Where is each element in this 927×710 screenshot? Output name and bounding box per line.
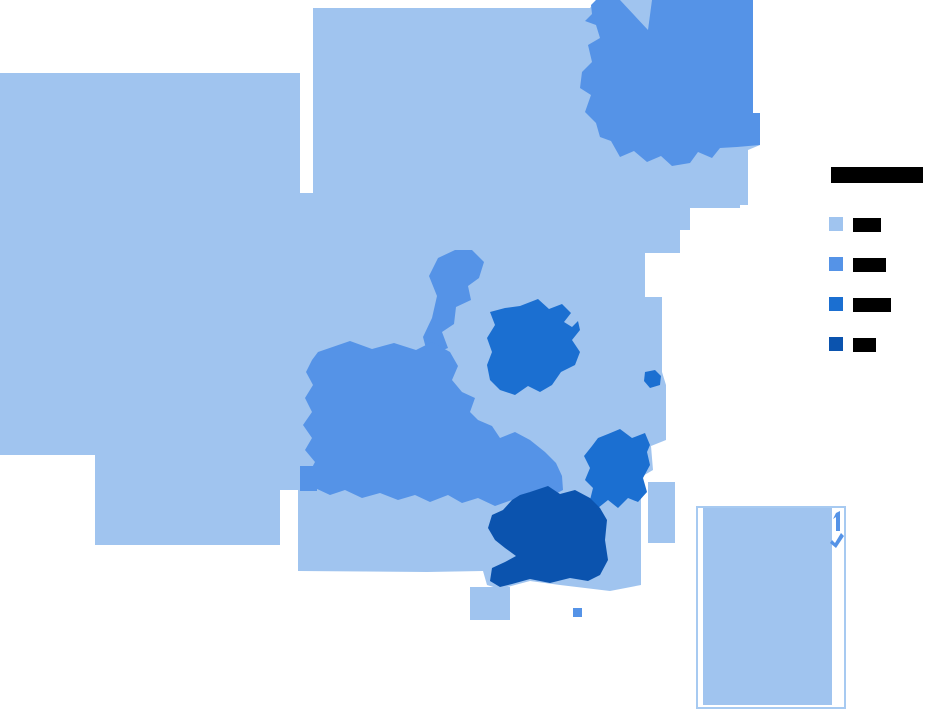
map-region-west-arm[interactable] <box>423 250 484 356</box>
legend-swatch-q3[interactable] <box>829 297 843 311</box>
legend-label-block-q2 <box>853 258 886 272</box>
map-region-south-darkest[interactable] <box>488 486 608 587</box>
inset-island-mark-2 <box>830 533 844 548</box>
legend-label-block-q3 <box>853 298 891 312</box>
inset-sea-region[interactable] <box>703 508 832 705</box>
legend-title-block <box>831 167 923 183</box>
map-region-mainland[interactable] <box>0 0 760 591</box>
legend-label-block-q4 <box>853 338 876 352</box>
inset-island-mark-1 <box>833 511 840 531</box>
map-region-northeast[interactable] <box>580 0 760 166</box>
map-region-island-rect-south[interactable] <box>470 587 510 620</box>
inset-box <box>696 506 846 709</box>
map-region-coastal-rect-east[interactable] <box>648 482 675 543</box>
map-region-island-dot-south[interactable] <box>573 608 582 617</box>
legend-swatch-q1[interactable] <box>829 217 843 231</box>
map-region-east-dark[interactable] <box>584 429 650 508</box>
map-region-west-blob[interactable] <box>303 341 563 506</box>
legend-swatch-q4[interactable] <box>829 337 843 351</box>
legend-label-block-q1 <box>853 218 881 232</box>
map-region-small-square-west[interactable] <box>300 466 317 491</box>
legend-swatch-q2[interactable] <box>829 257 843 271</box>
map-region-coast-dark-dot[interactable] <box>644 370 661 388</box>
map-region-northeast-top-wedge[interactable] <box>620 0 652 30</box>
map-region-center-dark[interactable] <box>487 299 580 395</box>
